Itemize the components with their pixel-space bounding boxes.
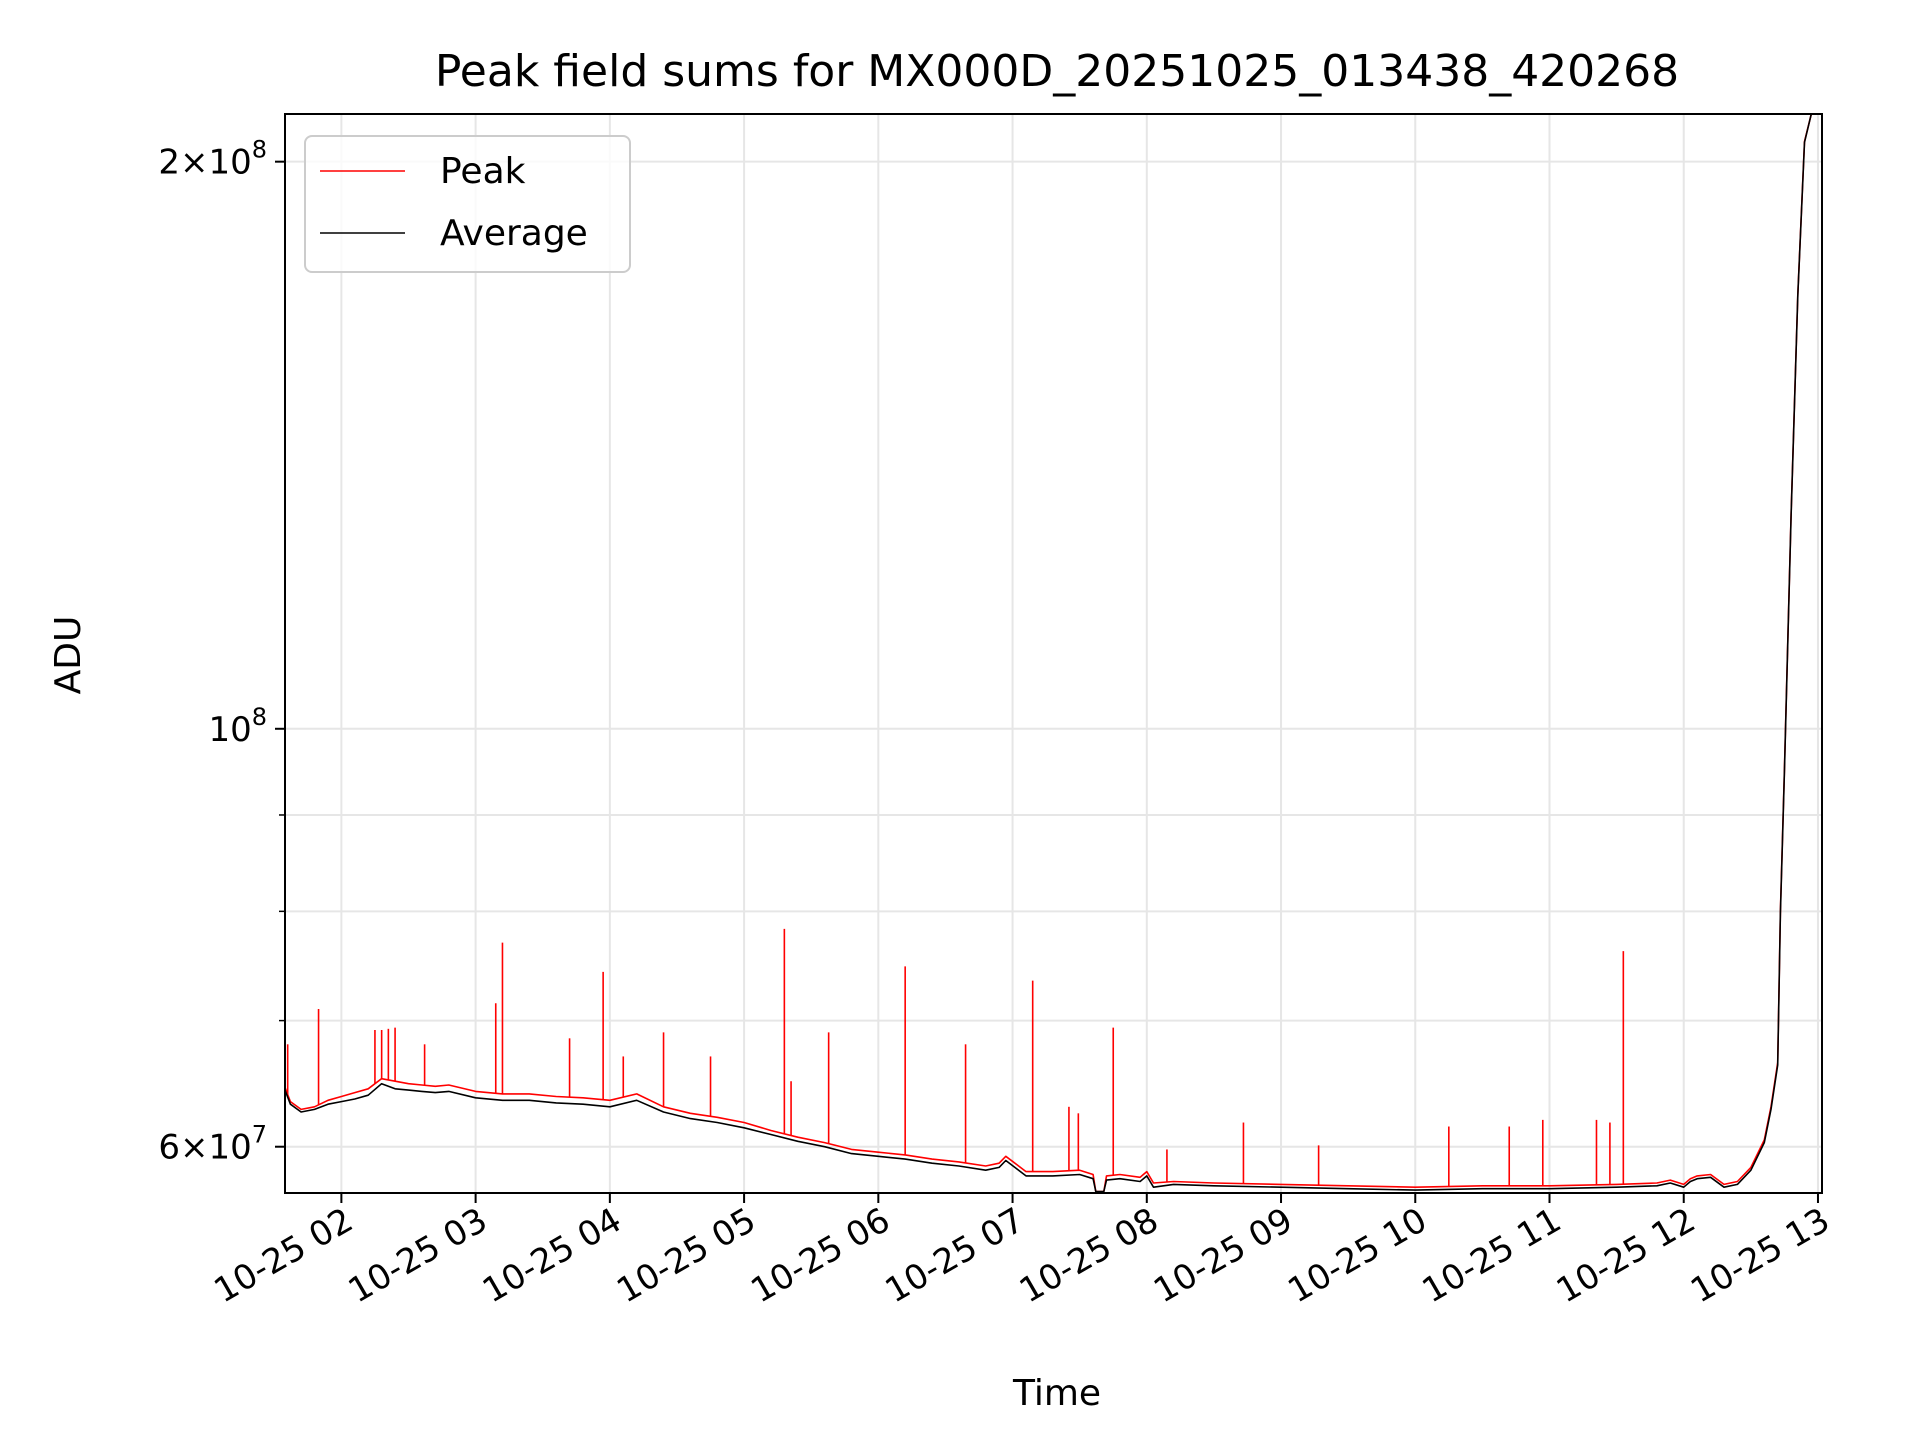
- series-group: [285, 114, 1813, 1193]
- series-layer: [285, 114, 1813, 1193]
- y-tick-label: 6×107: [158, 1121, 267, 1168]
- plot-frame: [284, 113, 1823, 1194]
- legend: Peak Average: [304, 135, 631, 273]
- grid: [285, 114, 1822, 1193]
- series-line-peak: [285, 114, 1813, 1193]
- legend-label-peak: Peak: [440, 151, 526, 192]
- y-tick-label: 108: [208, 703, 267, 750]
- y-axis: 6×107 108 2×108: [158, 136, 285, 1168]
- chart-title: Peak field sums for MX000D_20251025_0134…: [435, 46, 1679, 97]
- series-line-average: [285, 114, 1813, 1193]
- y-axis-label: ADU: [48, 616, 89, 695]
- legend-label-average: Average: [440, 213, 588, 254]
- y-tick-label: 2×108: [158, 136, 267, 183]
- x-axis-label: Time: [1012, 1373, 1101, 1414]
- legend-box: [304, 135, 631, 273]
